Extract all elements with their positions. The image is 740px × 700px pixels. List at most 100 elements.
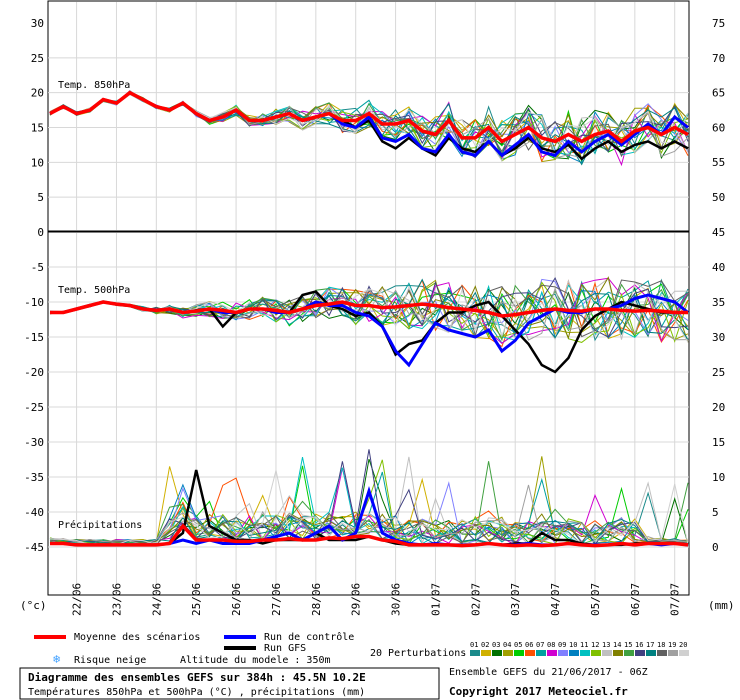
tick-right-t850-0: 75 [712,17,725,30]
pert-swatch-14 [613,650,623,656]
pert-number-05: 05 [514,641,522,649]
tick-left-t500-4: -25 [24,401,44,414]
pert-swatch-05 [514,650,524,656]
pert-number-07: 07 [536,641,544,649]
tick-right-t850-3: 60 [712,121,725,134]
legend-snow: Risque neige [74,655,146,666]
pert-swatch-10 [569,650,579,656]
t850-mean-line [49,90,689,144]
pert-swatch-15 [624,650,634,656]
tick-left-t850-6: 0 [37,226,44,239]
tick-left-t500-6: -35 [24,471,44,484]
pert-number-09: 09 [558,641,566,649]
pert-number-06: 06 [525,641,533,649]
pert-number-11: 11 [580,641,588,649]
legend-altitude: Altitude du modele : 350m [180,655,331,666]
pert-swatch-01 [470,650,480,656]
date-label-8: 30/06 [390,583,403,616]
tick-left-t500-7: -40 [24,506,44,519]
date-label-1: 23/06 [110,583,123,616]
run-info: Ensemble GEFS du 21/06/2017 - 06Z [449,667,648,678]
tick-right-precip-6: 15 [712,436,725,449]
precip-mean-line [50,523,689,548]
pert-precip-16 [49,449,689,546]
pert-number-10: 10 [569,641,577,649]
info-title: Diagramme des ensembles GEFS sur 384h : … [28,671,366,684]
t500-label: Temp. 500hPa [58,285,130,296]
legend: Moyenne des scénarios Run de contrôle Ru… [34,631,689,666]
date-label-12: 04/07 [549,583,562,616]
legend-control: Run de contrôle [264,631,354,643]
date-label-3: 25/06 [190,583,203,616]
pert-t500-16 [49,277,689,338]
pert-swatch-20 [679,650,689,656]
tick-left-t500-0: -5 [31,261,44,274]
date-label-0: 22/06 [71,583,84,616]
tick-left-t850-0: 30 [31,17,44,30]
pert-number-16: 16 [635,641,643,649]
tick-right-precip-0: 45 [712,226,725,239]
info-subtitle: Températures 850hPa et 500hPa (°C) , pré… [28,686,365,698]
pert-swatch-08 [547,650,557,656]
pert-precip-13 [49,456,689,546]
tick-left-t850-1: 25 [31,52,44,65]
date-label-4: 26/06 [230,583,243,616]
date-label-11: 03/07 [509,583,522,616]
date-label-10: 02/07 [469,583,482,616]
pert-swatch-13 [602,650,612,656]
date-label-7: 29/06 [350,583,363,616]
unit-left: (°c) [20,599,47,612]
pert-swatch-06 [525,650,535,656]
date-label-2: 24/06 [150,583,163,616]
tick-left-t500-2: -15 [24,331,44,344]
tick-left-t500-8: -45 [24,541,44,554]
tick-right-precip-9: 0 [712,541,719,554]
pert-swatch-17 [646,650,656,656]
legend-perturbations: 20 Perturbations [370,648,466,659]
info-box [19,667,440,700]
pert-swatch-07 [536,650,546,656]
pert-number-03: 03 [492,641,500,649]
t850-label: Temp. 850hPa [58,80,130,91]
pert-number-04: 04 [503,641,511,649]
tick-left-t850-3: 15 [31,122,44,135]
tick-right-t850-4: 55 [712,156,725,169]
tick-right-t850-5: 50 [712,191,725,204]
pert-number-17: 17 [646,641,654,649]
copyright: Copyright 2017 Meteociel.fr [449,685,628,698]
pert-number-14: 14 [613,641,621,649]
pert-swatch-19 [668,650,678,656]
perturbation-swatches: 01 02 03 04 05 06 07 08 09 10 11 12 13 14 15 16 17 18 19 20 [470,641,689,656]
snowflake-icon: ❄ [53,652,60,666]
pert-swatch-12 [591,650,601,656]
pert-swatch-16 [635,650,645,656]
date-label-6: 28/06 [310,583,323,616]
tick-left-t500-3: -20 [24,366,44,379]
tick-right-precip-7: 10 [712,471,725,484]
tick-right-precip-3: 30 [712,331,725,344]
precip-label: Précipitations [58,519,142,531]
pert-number-20: 20 [679,641,687,649]
pert-number-19: 19 [668,641,676,649]
pert-swatch-03 [492,650,502,656]
tick-left-t500-5: -30 [24,436,44,449]
tick-left-t850-4: 10 [31,156,44,169]
pert-number-01: 01 [470,641,478,649]
tick-right-t850-2: 65 [712,87,725,100]
pert-number-13: 13 [602,641,610,649]
date-label-14: 06/07 [629,583,642,616]
tick-right-precip-2: 35 [712,296,725,309]
t500-mean-line [50,300,688,318]
date-label-5: 27/06 [270,583,283,616]
pert-precip-19 [49,484,689,546]
pert-number-02: 02 [481,641,489,649]
pert-number-12: 12 [591,641,599,649]
pert-swatch-09 [558,650,568,656]
tick-right-t850-1: 70 [712,52,725,65]
pert-swatch-02 [481,650,491,656]
tick-right-precip-8: 5 [712,506,719,519]
tick-left-t500-1: -10 [24,296,44,309]
tick-right-precip-4: 25 [712,366,725,379]
date-label-9: 01/07 [429,583,442,616]
